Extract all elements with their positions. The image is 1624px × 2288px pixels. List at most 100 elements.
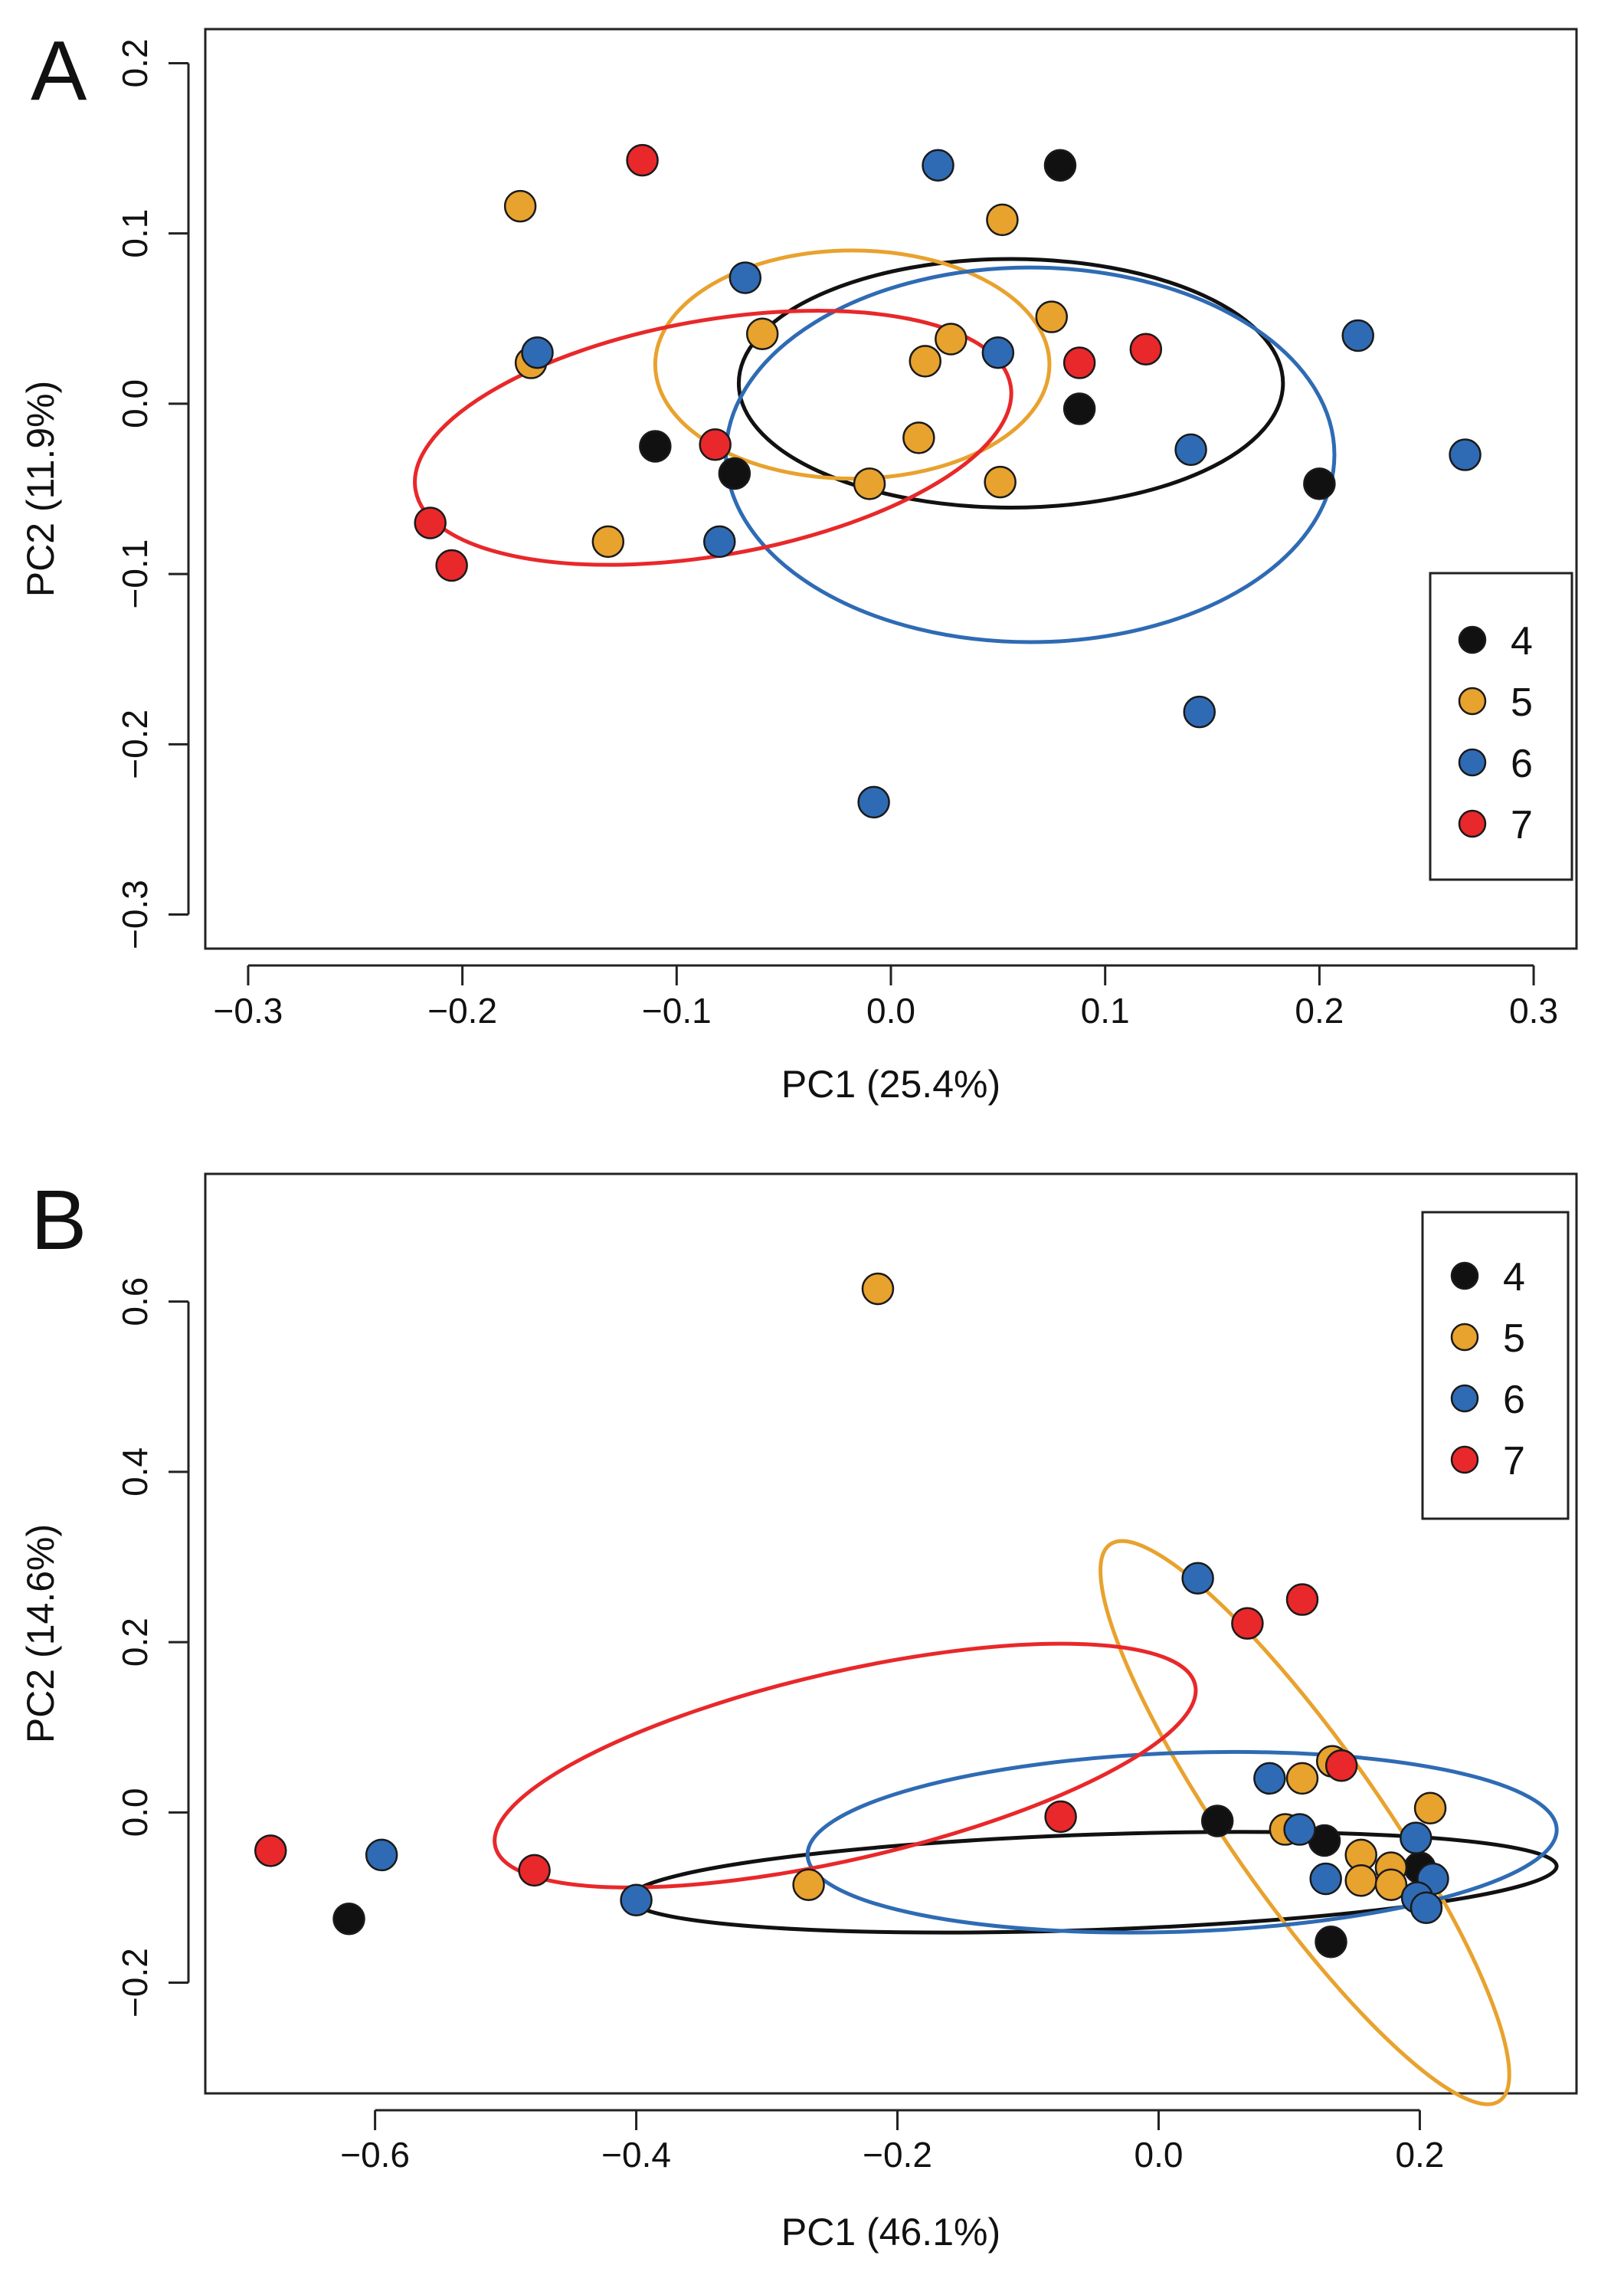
panel-a-y-tick-label: −0.1 [115, 539, 155, 609]
panel-a-x-axis-title: PC1 (25.4%) [781, 1063, 1000, 1106]
panel-b-x-tick-label: −0.2 [863, 2135, 932, 2175]
panel-b-point-group-6-2 [1253, 1762, 1286, 1795]
panel-a-point-group-6-8 [703, 525, 736, 559]
panel-a-x-tick-label: 0.1 [1081, 991, 1130, 1031]
panel-a-legend-label-6: 6 [1511, 742, 1533, 786]
panel-b-point-group-7-2 [1231, 1607, 1264, 1640]
panel-a-ellipse-group-5 [653, 248, 1052, 481]
panel-b-point-group-4-1 [332, 1902, 365, 1936]
panel-a-legend-swatch-6 [1458, 748, 1487, 777]
panel-b-point-group-6-9 [365, 1838, 398, 1872]
panel-a-point-group-6-2 [729, 261, 762, 294]
panel-b-point-group-5-2 [792, 1868, 825, 1902]
panel-b-point-group-7-5 [254, 1834, 287, 1867]
panel-a-point-group-5-6 [1035, 300, 1069, 333]
panel-a-legend-swatch-7 [1458, 809, 1487, 838]
panel-b: B −0.6 −0.4 −0.2 0.0 0.2 −0.2 0.0 0.2 0.4 0.6 PC… [19, 1172, 1578, 2254]
panel-a-x-tick-label: 0.3 [1509, 991, 1558, 1031]
panel-b-point-group-6-3 [1283, 1813, 1316, 1846]
panel-b-point-group-7-1 [1285, 1583, 1319, 1616]
panel-b-point-group-5-8 [1413, 1791, 1447, 1825]
panel-b-x-tick-label: −0.6 [340, 2135, 410, 2175]
panel-a-point-group-5-8 [902, 421, 935, 454]
panel-a-y-tick-label: −0.2 [115, 710, 155, 779]
panel-a-point-group-5-4 [935, 323, 968, 356]
panel-b-point-group-5-4 [1285, 1762, 1319, 1795]
panel-a-y-tick-label: 0.1 [115, 209, 155, 258]
panel-a-point-group-7-3 [1129, 333, 1163, 366]
panel-a-point-group-4-5 [1303, 467, 1336, 500]
panel-b-point-group-7-4 [1044, 1800, 1077, 1834]
panel-a-point-group-5-5 [909, 345, 941, 378]
panel-a-y-axis-title: PC2 (11.9%) [19, 381, 62, 598]
panel-a-point-group-7-6 [435, 549, 468, 582]
panel-a-point-group-6-4 [981, 336, 1015, 369]
panel-b-plot-frame [204, 1172, 1578, 2095]
panel-b-legend-label-4: 4 [1503, 1255, 1525, 1300]
panel-a-point-group-4-2 [639, 430, 672, 463]
panel-a-point-group-6-5 [1341, 319, 1374, 352]
panel-b-legend-label-6: 6 [1503, 1378, 1525, 1422]
panel-a-legend-swatch-5 [1458, 687, 1487, 716]
panel-b-y-tick-label: 0.0 [115, 1788, 155, 1837]
panel-a-x-tick-label: −0.1 [642, 991, 712, 1031]
panel-b-point-group-6-8 [1410, 1891, 1443, 1925]
panel-b-ellipse-group-5 [1098, 1539, 1511, 2106]
panel-b-legend-frame [1421, 1211, 1570, 1520]
panel-b-y-tick-label: 0.6 [115, 1277, 155, 1326]
panel-b-point-group-5-1 [861, 1272, 895, 1306]
panel-a: A −0.3 −0.2 −0.1 0.0 0.1 0.2 0.3 −0.3 −0.2 −0.1 0… [19, 24, 1578, 1106]
panel-a-point-group-6-3 [521, 336, 554, 369]
panel-b-point-group-6-4 [1400, 1821, 1432, 1854]
panel-b-ellipse-group-6 [805, 1749, 1559, 1935]
panel-a-point-group-7-2 [1062, 346, 1096, 379]
panel-b-legend-label-7: 7 [1503, 1439, 1525, 1483]
panel-b-legend-label-5: 5 [1503, 1316, 1525, 1361]
panel-a-point-group-5-11 [591, 525, 625, 559]
panel-b-x-tick-label: −0.4 [601, 2135, 671, 2175]
panel-a-ellipse-group-4 [736, 257, 1285, 510]
panel-b-legend-swatch-6 [1450, 1384, 1479, 1413]
panel-b-ellipse-group-7 [493, 1641, 1198, 1890]
panel-a-point-group-4-4 [1062, 392, 1096, 425]
panel-a-point-group-5-1 [503, 189, 537, 223]
panel-a-legend-frame [1429, 572, 1573, 881]
panel-b-point-group-5-9 [1344, 1864, 1377, 1897]
panel-a-point-group-7-1 [626, 143, 659, 177]
panel-a-legend-label-4: 4 [1511, 619, 1533, 664]
panel-a-point-group-7-5 [414, 506, 447, 539]
panel-a-point-group-6-6 [1174, 433, 1207, 467]
panel-a-ellipse-group-6 [724, 265, 1337, 644]
panel-a-point-group-6-10 [857, 785, 890, 819]
panel-b-y-tick-label: 0.2 [115, 1618, 155, 1667]
panel-a-y-tick-label: 0.2 [115, 38, 155, 87]
panel-a-point-group-6-7 [1449, 438, 1482, 471]
panel-a-point-group-4-3 [718, 457, 751, 490]
panel-b-x-tick-label: 0.2 [1395, 2135, 1444, 2175]
panel-a-point-group-5-2 [986, 203, 1019, 237]
panel-b-y-tick-label: −0.2 [115, 1948, 155, 2018]
panel-a-x-tick-label: −0.2 [427, 991, 497, 1031]
panel-a-point-group-4-1 [1043, 149, 1077, 182]
panel-b-y-tick-label: 0.4 [115, 1447, 155, 1496]
panel-a-ellipse-group-7 [413, 309, 1013, 567]
panel-a-y-tick-label: 0.0 [115, 379, 155, 428]
panel-a-point-group-5-10 [984, 465, 1017, 499]
panel-b-point-group-5-10 [1374, 1868, 1408, 1902]
panel-b-point-group-7-6 [518, 1854, 551, 1887]
panel-b-label: B [31, 1173, 87, 1267]
panel-a-x-tick-label: −0.3 [214, 991, 283, 1031]
panel-b-point-group-4-5 [1315, 1925, 1347, 1959]
panel-b-point-group-6-10 [620, 1883, 653, 1917]
panel-b-legend: 4 5 6 7 [1421, 1211, 1570, 1520]
panel-b-x-tick-label: 0.0 [1134, 2135, 1183, 2175]
panel-b-point-group-6-5 [1309, 1862, 1342, 1896]
panel-a-legend-swatch-4 [1458, 625, 1487, 654]
panel-a-point-group-5-3 [745, 317, 779, 351]
panel-b-point-group-4-2 [1200, 1805, 1234, 1837]
panel-b-y-axis-title: PC2 (14.6%) [19, 1524, 62, 1743]
panel-a-legend-label-7: 7 [1511, 803, 1533, 847]
panel-b-legend-swatch-5 [1450, 1323, 1479, 1352]
panel-a-plot-frame [204, 28, 1578, 950]
